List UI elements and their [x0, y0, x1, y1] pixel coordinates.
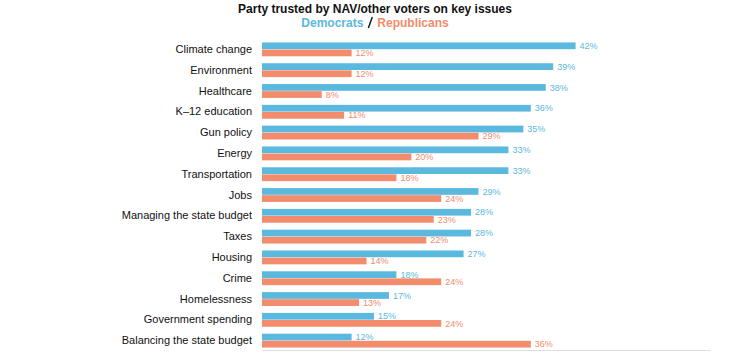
chart: Party trusted by NAV/other voters on key… — [0, 0, 750, 356]
bar — [262, 63, 553, 70]
data-label: 39% — [557, 62, 575, 72]
tick-label: Homelessness — [180, 293, 253, 305]
tick: Government spending — [144, 313, 262, 325]
tick: Environment — [190, 64, 262, 76]
tick: Gun policy — [200, 126, 262, 138]
tick-label: Crime — [223, 272, 252, 284]
tick-label: Environment — [190, 64, 252, 76]
tick: Managing the state budget — [122, 209, 262, 221]
data-label: 8% — [326, 90, 339, 100]
tick-label: Climate change — [176, 43, 252, 55]
data-label: 33% — [512, 166, 530, 176]
data-label: 14% — [371, 256, 389, 266]
bar — [262, 334, 352, 341]
bar — [262, 258, 367, 265]
bar — [262, 167, 508, 174]
data-label: 12% — [356, 332, 374, 342]
data-label: 36% — [535, 339, 553, 349]
bar — [262, 133, 479, 140]
tick-label: Taxes — [223, 230, 252, 242]
data-label: 36% — [535, 103, 553, 113]
bar — [262, 237, 426, 244]
bars — [262, 42, 576, 347]
legend: Democrats Republicans — [301, 16, 449, 30]
tick-label: Balancing the state budget — [122, 334, 252, 346]
bar — [262, 105, 531, 112]
tick-label: Government spending — [144, 313, 252, 325]
data-label: 20% — [415, 152, 433, 162]
bar — [262, 70, 352, 77]
bar — [262, 112, 344, 119]
data-labels: 42% 39% 38% 36% 35% 33% 33% 29% 28% 28% 27% 18% 17% 1… — [326, 41, 598, 349]
bar — [262, 154, 411, 161]
legend-entry: Republicans — [377, 16, 449, 30]
bar — [262, 195, 441, 202]
bar — [262, 320, 441, 327]
tick-label: K–12 education — [176, 105, 252, 117]
tick: Housing — [212, 251, 262, 263]
data-label: 42% — [580, 41, 598, 51]
tick: Crime — [223, 272, 262, 284]
data-label: 12% — [356, 69, 374, 79]
legend-separator — [368, 17, 372, 28]
data-label: 24% — [445, 319, 463, 329]
data-label: 24% — [445, 277, 463, 287]
bar — [262, 216, 434, 223]
bar — [262, 299, 359, 306]
bar — [262, 313, 374, 320]
plot: Climate change Environment Healthcare K–12 … — [122, 41, 711, 351]
bar — [262, 341, 531, 348]
data-label: 17% — [393, 291, 411, 301]
tick: Transportation — [181, 168, 262, 180]
data-label: 12% — [356, 48, 374, 58]
bar — [262, 50, 352, 57]
tick-label: Managing the state budget — [122, 209, 252, 221]
data-label: 11% — [348, 110, 365, 120]
data-label: 18% — [400, 173, 418, 183]
data-label: 28% — [475, 207, 493, 217]
tick: K–12 education — [176, 105, 262, 117]
bar — [262, 84, 546, 91]
tick: Healthcare — [199, 84, 262, 96]
tick: Taxes — [223, 230, 262, 242]
tick-label: Healthcare — [199, 84, 252, 96]
bar — [262, 271, 396, 278]
data-label: 23% — [438, 215, 456, 225]
data-label: 29% — [483, 131, 501, 141]
data-label: 35% — [527, 124, 545, 134]
data-label: 29% — [483, 187, 501, 197]
category-axis: Climate change Environment Healthcare K–12 … — [122, 43, 262, 346]
value-axis — [263, 350, 711, 351]
legend-entry: Democrats — [301, 16, 363, 30]
data-label: 27% — [468, 249, 486, 259]
bar — [262, 146, 508, 153]
axis-line — [263, 350, 711, 351]
data-label: 33% — [512, 145, 530, 155]
tick: Energy — [217, 147, 262, 159]
bar — [262, 42, 576, 49]
data-label: 24% — [445, 194, 463, 204]
tick-label: Transportation — [181, 168, 252, 180]
bar — [262, 174, 396, 181]
data-label: 38% — [550, 83, 568, 93]
data-label: 28% — [475, 228, 493, 238]
tick-label: Energy — [217, 147, 252, 159]
bar — [262, 250, 464, 257]
data-label: 13% — [363, 298, 381, 308]
tick-label: Housing — [212, 251, 252, 263]
data-label: 22% — [430, 235, 448, 245]
tick: Climate change — [176, 43, 262, 55]
bar — [262, 91, 322, 98]
tick: Balancing the state budget — [122, 334, 262, 346]
title: Party trusted by NAV/other voters on key… — [238, 2, 512, 16]
tick: Homelessness — [180, 293, 262, 305]
data-label: 18% — [400, 270, 418, 280]
tick-label: Gun policy — [200, 126, 252, 138]
data-label: 15% — [378, 311, 396, 321]
tick: Jobs — [229, 189, 262, 201]
tick-label: Jobs — [229, 189, 253, 201]
